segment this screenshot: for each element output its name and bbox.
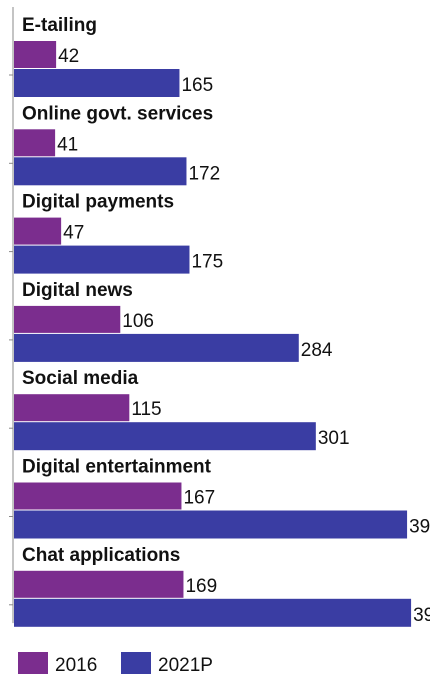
bar-2021P <box>14 510 408 539</box>
bar-2016 <box>14 570 184 598</box>
bar-2016 <box>14 217 62 245</box>
data-label: 165 <box>181 75 213 96</box>
data-label: 396 <box>413 605 430 626</box>
bar-2021P <box>14 245 190 274</box>
category-label: E-tailing <box>22 15 97 36</box>
category-label: Digital payments <box>22 192 174 213</box>
data-label: 42 <box>58 46 79 67</box>
category-label: Digital news <box>22 280 133 301</box>
bar-2021P <box>14 598 412 627</box>
bar-2016 <box>14 305 121 333</box>
category-label: Social media <box>22 368 139 389</box>
bar-2016 <box>14 129 56 157</box>
bar-2016 <box>14 482 182 510</box>
category-label: Digital entertainment <box>22 457 212 478</box>
data-label: 106 <box>122 311 154 332</box>
data-label: 284 <box>301 340 333 361</box>
labels-layer: E-tailing 42 165 Online govt. services 41 172… <box>22 15 430 626</box>
data-label: 172 <box>188 163 220 184</box>
bar-2021P <box>14 422 316 451</box>
data-label: 41 <box>57 134 78 155</box>
bar-2021P <box>14 69 180 97</box>
bar-2016 <box>14 41 57 68</box>
data-label: 47 <box>63 223 84 244</box>
legend-swatch-2021P <box>121 652 151 674</box>
data-label: 167 <box>183 488 215 509</box>
bar-2021P <box>14 157 187 186</box>
category-label: Chat applications <box>22 545 180 566</box>
axis-layer <box>9 7 14 624</box>
bars-layer <box>14 41 412 627</box>
category-label: Online govt. services <box>22 103 213 124</box>
data-label: 169 <box>185 576 217 597</box>
data-label: 392 <box>409 517 430 538</box>
legend-label: 2021P <box>158 655 213 674</box>
data-label: 301 <box>318 428 350 449</box>
bar-2016 <box>14 394 130 422</box>
data-label: 115 <box>131 399 161 420</box>
legend-swatch-2016 <box>18 652 48 674</box>
legend-label: 2016 <box>55 655 97 674</box>
data-label: 175 <box>191 252 223 273</box>
legend: 2016 2021P <box>18 652 213 674</box>
bar-2021P <box>14 333 299 362</box>
